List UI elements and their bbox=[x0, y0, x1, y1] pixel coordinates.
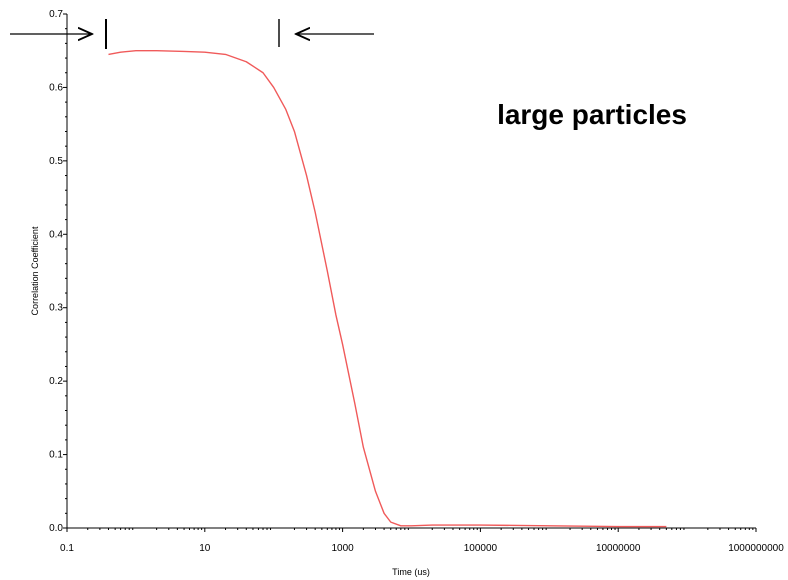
x-ticks: 0.1 10 1000 100000 10000000 1000000000 bbox=[60, 528, 784, 554]
axes bbox=[66, 14, 756, 529]
series-line-0 bbox=[108, 50, 667, 528]
x-tick-label: 100000 bbox=[464, 543, 498, 554]
y-tick-label: 0.3 bbox=[49, 303, 63, 314]
x-tick-label: 10 bbox=[199, 543, 211, 554]
range-markers bbox=[10, 19, 374, 49]
x-tick-label: 10000000 bbox=[596, 543, 641, 554]
y-tick-label: 0.0 bbox=[49, 523, 63, 534]
x-tick-label: 1000000000 bbox=[728, 543, 784, 554]
y-tick-label: 0.5 bbox=[49, 156, 63, 167]
series-layer bbox=[108, 50, 667, 528]
annotation-large-particles: large particles bbox=[497, 99, 687, 130]
x-axis-title: Time (us) bbox=[392, 567, 430, 577]
y-tick-label: 0.2 bbox=[49, 376, 63, 387]
x-tick-label: 0.1 bbox=[60, 543, 74, 554]
y-tick-label: 0.7 bbox=[49, 9, 63, 20]
y-tick-label: 0.6 bbox=[49, 82, 63, 93]
y-tick-label: 0.4 bbox=[49, 229, 63, 240]
x-tick-label: 1000 bbox=[331, 543, 354, 554]
y-ticks: 0.0 0.1 0.2 0.3 0.4 0.5 0.6 0.7 bbox=[49, 9, 67, 534]
y-axis-title: Correlation Coefficient bbox=[30, 226, 40, 315]
y-tick-label: 0.1 bbox=[49, 450, 63, 461]
